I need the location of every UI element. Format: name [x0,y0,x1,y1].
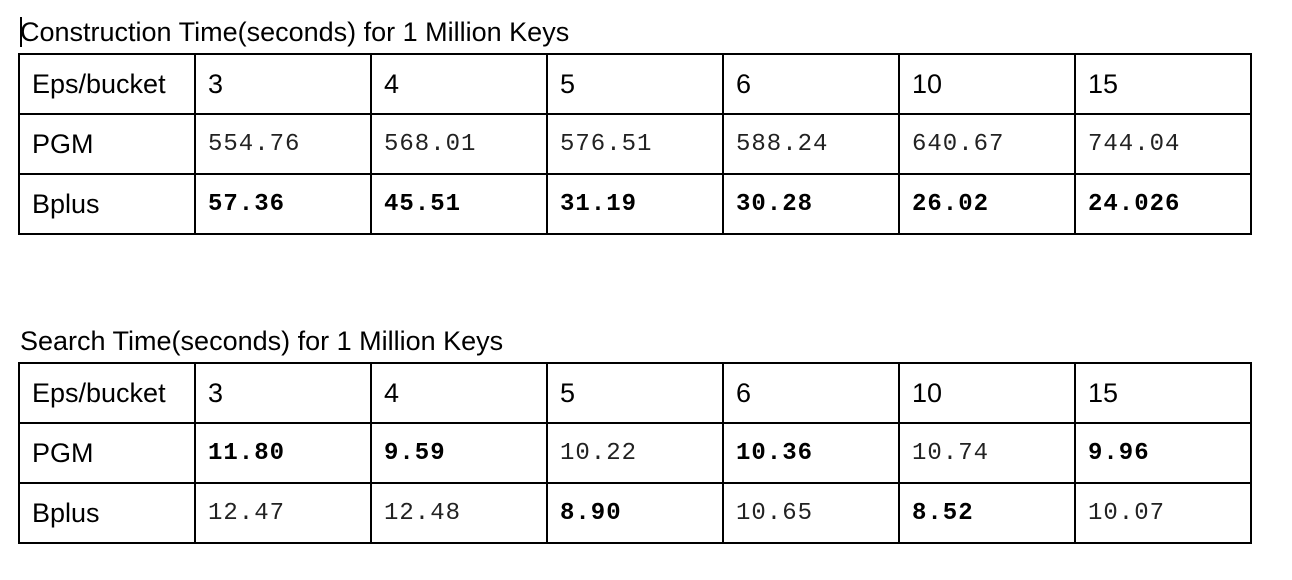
table-row: Bplus 57.36 45.51 31.19 30.28 26.02 24.0… [18,173,1252,235]
value-cell[interactable]: 10.65 [722,482,900,544]
header-cell[interactable]: Eps/bucket [18,362,196,424]
header-cell[interactable]: 15 [1074,362,1252,424]
search-time-table: Eps/bucket 3 4 5 6 10 15 PGM 11.80 9.59 … [18,362,1252,544]
search-time-caption: Search Time(seconds) for 1 Million Keys [20,326,504,356]
value-cell[interactable]: 10.07 [1074,482,1252,544]
table-header-row: Eps/bucket 3 4 5 6 10 15 [18,362,1252,424]
construction-time-table: Eps/bucket 3 4 5 6 10 15 PGM 554.76 568.… [18,53,1252,235]
value-cell[interactable]: 11.80 [194,422,372,484]
table-header-row: Eps/bucket 3 4 5 6 10 15 [18,53,1252,115]
value-cell[interactable]: 45.51 [370,173,548,235]
row-label-cell[interactable]: PGM [18,113,196,175]
header-cell[interactable]: 10 [898,362,1076,424]
header-cell[interactable]: 3 [194,53,372,115]
value-cell[interactable]: 576.51 [546,113,724,175]
value-cell[interactable]: 26.02 [898,173,1076,235]
value-cell[interactable]: 12.48 [370,482,548,544]
value-cell[interactable]: 30.28 [722,173,900,235]
value-cell[interactable]: 31.19 [546,173,724,235]
header-cell[interactable]: 10 [898,53,1076,115]
row-label-cell[interactable]: Bplus [18,482,196,544]
value-cell[interactable]: 640.67 [898,113,1076,175]
table-row: PGM 554.76 568.01 576.51 588.24 640.67 7… [18,113,1252,175]
value-cell[interactable]: 8.52 [898,482,1076,544]
header-cell[interactable]: 6 [722,53,900,115]
header-cell[interactable]: 5 [546,53,724,115]
value-cell[interactable]: 10.36 [722,422,900,484]
value-cell[interactable]: 10.74 [898,422,1076,484]
header-cell[interactable]: 4 [370,362,548,424]
value-cell[interactable]: 24.026 [1074,173,1252,235]
value-cell[interactable]: 568.01 [370,113,548,175]
construction-time-caption: Construction Time(seconds) for 1 Million… [20,17,570,47]
value-cell[interactable]: 10.22 [546,422,724,484]
header-cell[interactable]: 4 [370,53,548,115]
value-cell[interactable]: 9.96 [1074,422,1252,484]
value-cell[interactable]: 554.76 [194,113,372,175]
value-cell[interactable]: 12.47 [194,482,372,544]
header-cell[interactable]: 5 [546,362,724,424]
header-cell[interactable]: 15 [1074,53,1252,115]
value-cell[interactable]: 57.36 [194,173,372,235]
header-cell[interactable]: Eps/bucket [18,53,196,115]
table-row: Bplus 12.47 12.48 8.90 10.65 8.52 10.07 [18,482,1252,544]
header-cell[interactable]: 3 [194,362,372,424]
value-cell[interactable]: 9.59 [370,422,548,484]
table-row: PGM 11.80 9.59 10.22 10.36 10.74 9.96 [18,422,1252,484]
value-cell[interactable]: 8.90 [546,482,724,544]
header-cell[interactable]: 6 [722,362,900,424]
row-label-cell[interactable]: Bplus [18,173,196,235]
text-cursor [20,17,22,47]
row-label-cell[interactable]: PGM [18,422,196,484]
value-cell[interactable]: 588.24 [722,113,900,175]
value-cell[interactable]: 744.04 [1074,113,1252,175]
